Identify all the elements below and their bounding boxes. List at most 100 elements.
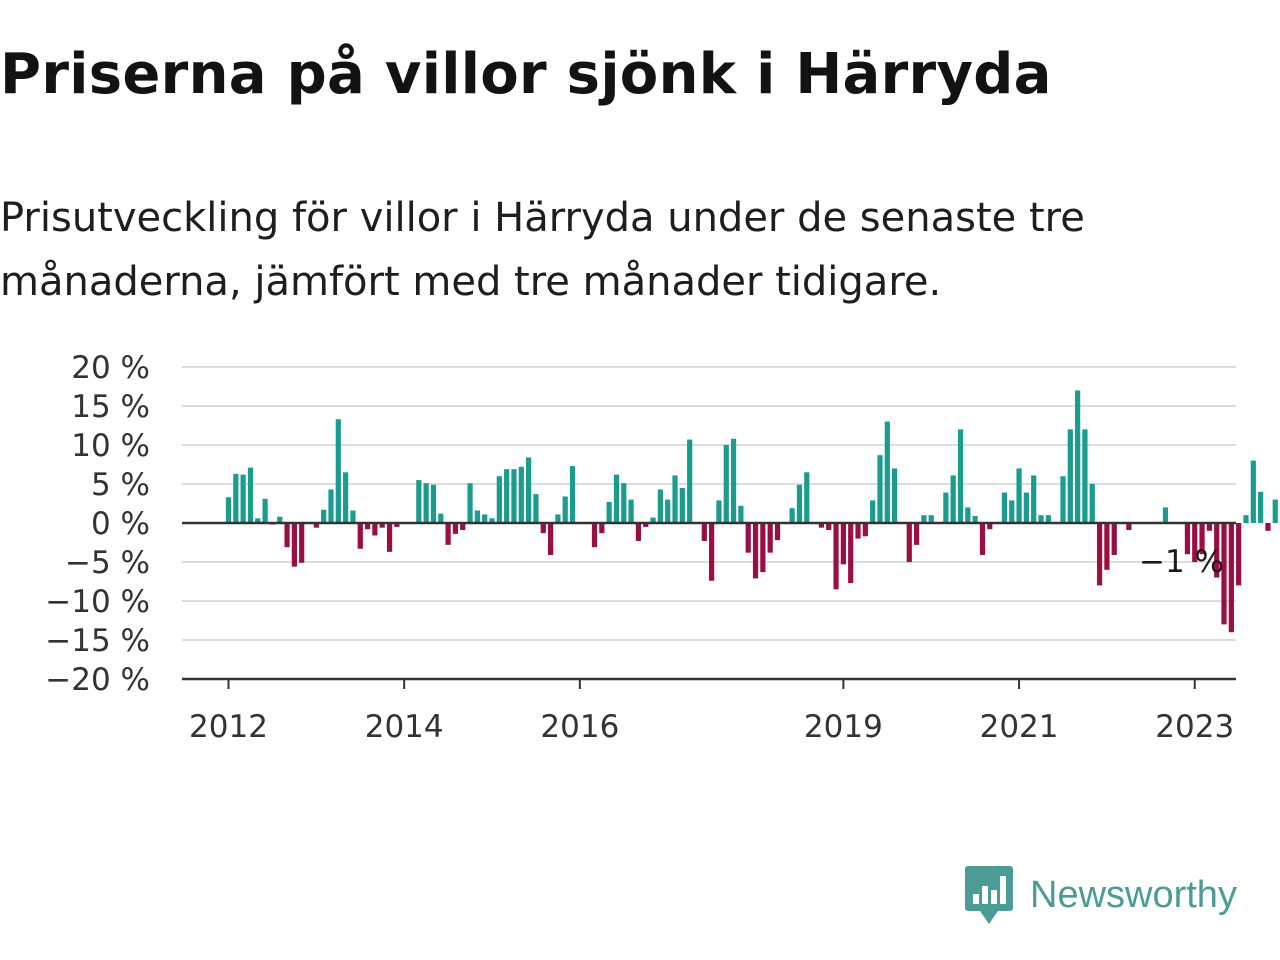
bar [335, 419, 341, 523]
bar [796, 484, 803, 523]
bar [1009, 500, 1015, 523]
y-tick-label: −10 % [45, 584, 150, 620]
bar [760, 523, 766, 573]
bar [723, 445, 729, 523]
bar [950, 475, 956, 523]
bar [650, 517, 656, 523]
bar [840, 523, 846, 565]
bar [621, 483, 627, 523]
bar [1162, 507, 1169, 523]
bar [628, 499, 634, 523]
bar [1236, 523, 1242, 586]
bar [1184, 523, 1191, 555]
bar [848, 523, 854, 584]
bar [291, 523, 297, 567]
bar [284, 523, 290, 548]
gridlines [182, 366, 1236, 641]
bar [1060, 476, 1066, 523]
bar [1258, 491, 1264, 523]
bar [745, 523, 751, 553]
bar [752, 523, 759, 579]
bar [386, 523, 393, 552]
chart-title: Priserna på villor sjönk i Härryda [0, 42, 1052, 107]
bar [1228, 523, 1234, 633]
bar [833, 523, 839, 590]
bar [965, 507, 971, 523]
bar [921, 515, 927, 523]
bar [233, 473, 239, 523]
bar [1111, 523, 1117, 555]
bar [247, 467, 254, 523]
bar [979, 523, 986, 555]
bar [489, 518, 495, 523]
bar [1206, 523, 1212, 531]
bar [591, 523, 598, 548]
bar [972, 515, 978, 523]
bar [606, 501, 612, 523]
bar [240, 474, 246, 523]
bar [321, 509, 327, 523]
y-tick-label: 20 % [71, 350, 150, 386]
bar [372, 523, 378, 536]
bar [1038, 515, 1044, 523]
bar [1199, 523, 1205, 555]
y-tick-label: 10 % [71, 428, 150, 464]
bar [862, 523, 868, 537]
bar [672, 475, 678, 523]
brand-logo-block[interactable]: Newsworthy [964, 864, 1237, 926]
x-tick-label: 2023 [1155, 709, 1234, 745]
bar [826, 523, 832, 531]
bar [1082, 429, 1088, 523]
bar [877, 455, 883, 523]
bar [987, 523, 993, 530]
bar [701, 523, 707, 541]
bar [1001, 492, 1008, 523]
bar [1031, 475, 1037, 523]
bar [774, 523, 781, 541]
bar [1221, 523, 1227, 625]
chart-subtitle: Prisutveckling för villor i Härryda unde… [0, 195, 1085, 305]
bar [225, 497, 232, 523]
bar [928, 515, 934, 523]
bar [855, 523, 861, 539]
x-tick-label: 2016 [540, 709, 619, 745]
bar [913, 523, 920, 545]
newsworthy-logo-icon [965, 866, 1013, 924]
bar [665, 499, 671, 523]
last-value-label: −1 % [1139, 544, 1224, 580]
bar [957, 429, 964, 523]
bar [562, 496, 568, 523]
bar [511, 469, 517, 523]
y-tick-label: −15 % [45, 623, 150, 659]
x-tick-label: 2014 [365, 709, 444, 745]
bar-chart: 20 %15 %10 %5 %0 %−5 %−10 %−15 %−20 % 20… [45, 350, 1280, 745]
bar [547, 523, 554, 555]
bar [1272, 499, 1278, 523]
bar [679, 487, 685, 523]
bar [599, 523, 605, 534]
bar [1089, 484, 1095, 523]
bar [613, 474, 620, 523]
bar [540, 523, 546, 534]
bar [504, 469, 510, 523]
bar [1192, 523, 1198, 562]
x-tick-label: 2021 [980, 709, 1059, 745]
bar [343, 472, 349, 523]
bar [555, 514, 561, 523]
bar [818, 523, 825, 528]
bar [906, 523, 912, 562]
bar [569, 466, 576, 523]
bar [416, 480, 422, 523]
bar [1250, 460, 1256, 523]
x-tick-label: 2019 [804, 709, 883, 745]
y-tick-label: 5 % [91, 467, 150, 503]
bar [313, 523, 319, 528]
x-tick-label: 2012 [189, 709, 268, 745]
bar [1096, 523, 1103, 586]
bar [1243, 515, 1249, 523]
bar [518, 466, 524, 523]
bar [460, 523, 466, 531]
bar [350, 510, 356, 523]
bar [533, 494, 539, 523]
bar [635, 523, 642, 541]
